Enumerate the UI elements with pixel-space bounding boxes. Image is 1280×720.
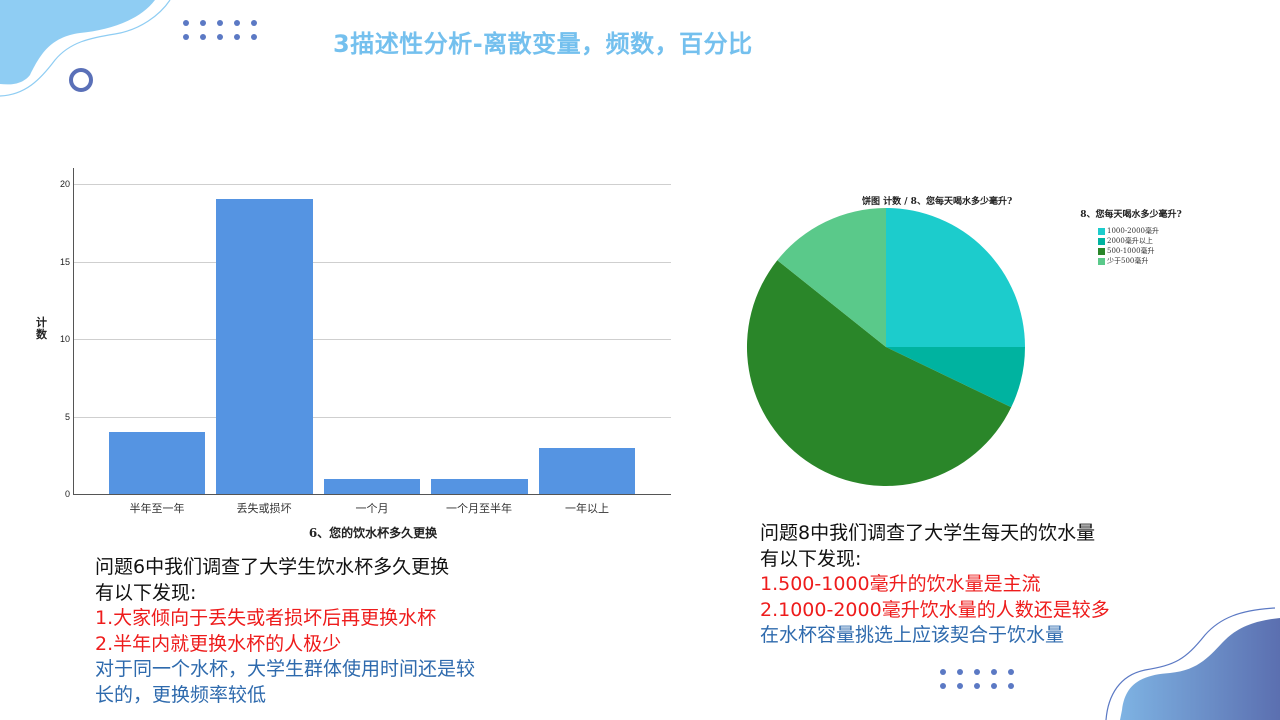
top-dots-decoration (183, 20, 257, 40)
legend-swatch (1098, 237, 1105, 245)
x-tick: 半年至一年 (129, 502, 185, 515)
intro-line: 问题8中我们调查了大学生每天的饮水量 (760, 522, 1096, 544)
x-tick: 一年以上 (565, 502, 609, 515)
bar-over-one-year (539, 448, 635, 494)
pie-slice-500-1000 (746, 260, 1012, 486)
finding-line: 2.半年内就更换水杯的人极少 (95, 632, 342, 655)
x-axis (73, 494, 671, 495)
bottom-dots-decoration (940, 669, 1014, 689)
pie-legend: 8、您每天喝水多少毫升? 1000-2000毫升 2000毫升以上 500-10… (1076, 210, 1186, 266)
intro-line: 问题6中我们调查了大学生饮水杯多久更换 (95, 556, 450, 578)
finding-line: 1.大家倾向于丢失或者损坏后再更换水杯 (95, 607, 437, 629)
y-axis-label: 计数 (36, 316, 47, 341)
finding-line: 1.500-1000毫升的饮水量是主流 (760, 573, 1041, 595)
left-analysis-text: 问题6中我们调查了大学生饮水杯多久更换 有以下发现: 1.大家倾向于丢失或者损坏… (95, 555, 475, 708)
y-tick: 20 (59, 179, 70, 189)
y-tick: 10 (59, 334, 70, 344)
slide-title: 3描述性分析-离散变量，频数，百分比 (333, 30, 753, 58)
legend-item: 1000-2000毫升 (1098, 226, 1186, 236)
legend-swatch (1098, 247, 1105, 255)
legend-label: 500-1000毫升 (1107, 247, 1155, 255)
right-analysis-text: 问题8中我们调查了大学生每天的饮水量 有以下发现: 1.500-1000毫升的饮… (760, 521, 1110, 649)
x-tick: 丢失或损坏 (236, 502, 292, 515)
top-left-wave-decoration (0, 0, 171, 97)
bar-month-to-half-year (431, 479, 528, 494)
pie-chart (746, 207, 1025, 486)
finding-line: 2.1000-2000毫升饮水量的人数还是较多 (760, 598, 1110, 621)
conclusion-line: 长的，更换频率较低 (95, 683, 267, 706)
legend-item: 2000毫升以上 (1098, 236, 1186, 246)
legend-swatch (1098, 227, 1105, 235)
gridline (74, 417, 671, 418)
pie-slice-2000-plus (886, 347, 1025, 408)
bar-half-year-to-year (109, 432, 205, 494)
ring-icon (69, 68, 93, 92)
intro-line: 有以下发现: (760, 547, 862, 570)
intro-line: 有以下发现: (95, 581, 197, 604)
bottom-right-wave-decoration (1105, 607, 1280, 720)
bar-chart: 20 15 10 5 0 计数 半年至一年 丢失或损坏 一个月 一个月至半年 一… (30, 165, 680, 545)
legend-title: 8、您每天喝水多少毫升? (1080, 210, 1182, 220)
bar-lost-or-broken (216, 199, 313, 494)
gridline (74, 184, 671, 185)
y-tick: 15 (59, 257, 70, 267)
conclusion-line: 对于同一个水杯，大学生群体使用时间还是较 (95, 658, 476, 680)
pie-slice-under-500 (777, 207, 886, 347)
y-tick: 5 (64, 412, 70, 422)
pie-chart-title: 饼图 计数 / 8、您每天喝水多少毫升? (862, 197, 1013, 207)
gridline (74, 262, 671, 263)
gridline (74, 339, 671, 340)
x-axis-label: 6、您的饮水杯多久更换 (308, 526, 438, 540)
bar-one-month (324, 479, 420, 494)
legend-item: 500-1000毫升 (1098, 246, 1186, 256)
pie-slice-1000-2000 (886, 208, 1025, 347)
legend-label: 少于500毫升 (1107, 257, 1149, 265)
x-tick: 一个月至半年 (446, 502, 512, 515)
legend-item: 少于500毫升 (1098, 256, 1186, 266)
legend-label: 1000-2000毫升 (1107, 227, 1159, 235)
legend-swatch (1098, 257, 1105, 265)
y-tick: 0 (64, 489, 70, 499)
conclusion-line: 在水杯容量挑选上应该契合于饮水量 (760, 624, 1065, 646)
x-tick: 一个月 (355, 502, 389, 515)
y-axis (73, 168, 74, 495)
legend-label: 2000毫升以上 (1107, 237, 1153, 245)
